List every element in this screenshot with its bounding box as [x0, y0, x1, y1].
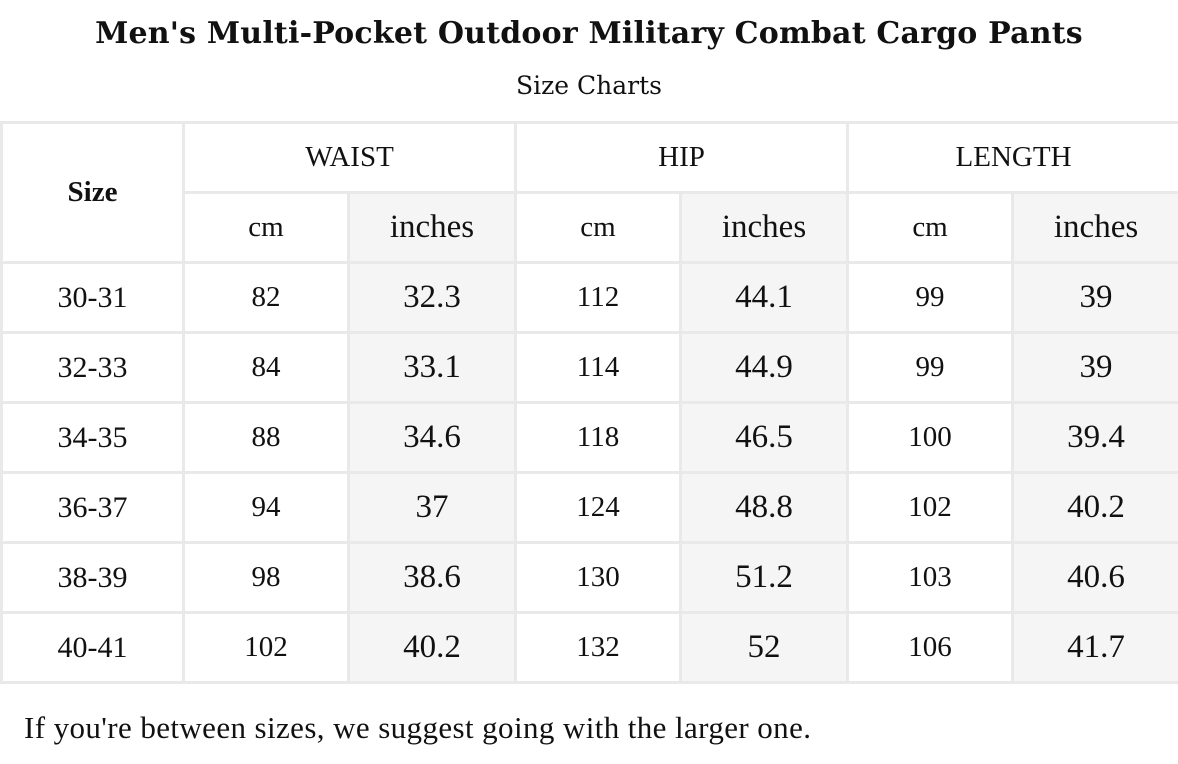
hip-cm-cell: 114: [514, 331, 683, 404]
table-row: 36-37 94 37 124 48.8 102 40.2: [0, 471, 1178, 544]
waist-inches-cell: 40.2: [346, 611, 518, 684]
length-cm-cell: 99: [846, 331, 1015, 404]
length-cm-header: cm: [846, 191, 1015, 264]
length-inches-cell: 39: [1011, 331, 1178, 404]
hip-inches-cell: 44.1: [679, 261, 850, 334]
hip-group-header: HIP: [514, 121, 850, 194]
hip-cm-cell: 118: [514, 401, 683, 474]
length-inches-header: inches: [1011, 191, 1178, 264]
waist-cm-cell: 88: [182, 401, 350, 474]
waist-inches-cell: 34.6: [346, 401, 518, 474]
hip-cm-header: cm: [514, 191, 683, 264]
size-column-header: Size: [0, 121, 185, 264]
hip-inches-cell: 48.8: [679, 471, 850, 544]
waist-cm-cell: 98: [182, 541, 350, 614]
hip-cm-cell: 112: [514, 261, 683, 334]
hip-cm-cell: 130: [514, 541, 683, 614]
waist-inches-cell: 37: [346, 471, 518, 544]
waist-inches-header: inches: [346, 191, 518, 264]
waist-cm-cell: 94: [182, 471, 350, 544]
table-row: 38-39 98 38.6 130 51.2 103 40.6: [0, 541, 1178, 614]
size-cell: 36-37: [0, 471, 185, 544]
waist-cm-cell: 102: [182, 611, 350, 684]
hip-inches-cell: 46.5: [679, 401, 850, 474]
page-subtitle: Size Charts: [516, 71, 662, 100]
hip-inches-header: inches: [679, 191, 850, 264]
size-cell: 34-35: [0, 401, 185, 474]
length-inches-cell: 39: [1011, 261, 1178, 334]
waist-cm-cell: 82: [182, 261, 350, 334]
length-group-header: LENGTH: [846, 121, 1178, 194]
page-title: Men's Multi-Pocket Outdoor Military Comb…: [95, 16, 1083, 51]
size-cell: 40-41: [0, 611, 185, 684]
waist-cm-cell: 84: [182, 331, 350, 404]
size-table-body: 30-31 82 32.3 112 44.1 99 39 32-33 84 33.1 114 44.9…: [0, 261, 1178, 684]
size-chart-table: Size WAIST HIP LENGTH cm inches cm inche…: [0, 121, 1178, 684]
waist-group-header: WAIST: [181, 121, 518, 194]
length-cm-cell: 103: [846, 541, 1015, 614]
hip-inches-cell: 44.9: [679, 331, 850, 404]
size-cell: 32-33: [0, 331, 185, 404]
size-cell: 30-31: [0, 261, 185, 334]
sizing-advice-note: If you're between sizes, we suggest goin…: [24, 710, 812, 745]
waist-inches-cell: 38.6: [346, 541, 518, 614]
table-row: 30-31 82 32.3 112 44.1 99 39: [0, 261, 1178, 334]
waist-inches-cell: 33.1: [346, 331, 518, 404]
table-row: 32-33 84 33.1 114 44.9 99 39: [0, 331, 1178, 404]
hip-inches-cell: 52: [679, 611, 850, 684]
group-header-row: Size WAIST HIP LENGTH: [0, 121, 1178, 264]
length-inches-cell: 41.7: [1011, 611, 1178, 684]
table-row: 40-41 102 40.2 132 52 106 41.7: [0, 611, 1178, 684]
unit-header-row: cm inches cm inches cm inches: [2, 191, 1178, 264]
length-cm-cell: 102: [846, 471, 1015, 544]
waist-inches-cell: 32.3: [346, 261, 518, 334]
length-inches-cell: 40.6: [1011, 541, 1178, 614]
hip-inches-cell: 51.2: [679, 541, 850, 614]
length-inches-cell: 40.2: [1011, 471, 1178, 544]
length-cm-cell: 106: [846, 611, 1015, 684]
length-cm-cell: 100: [846, 401, 1015, 474]
hip-cm-cell: 132: [514, 611, 683, 684]
hip-cm-cell: 124: [514, 471, 683, 544]
length-inches-cell: 39.4: [1011, 401, 1178, 474]
length-cm-cell: 99: [846, 261, 1015, 334]
size-cell: 38-39: [0, 541, 185, 614]
waist-cm-header: cm: [182, 191, 350, 264]
table-row: 34-35 88 34.6 118 46.5 100 39.4: [0, 401, 1178, 474]
